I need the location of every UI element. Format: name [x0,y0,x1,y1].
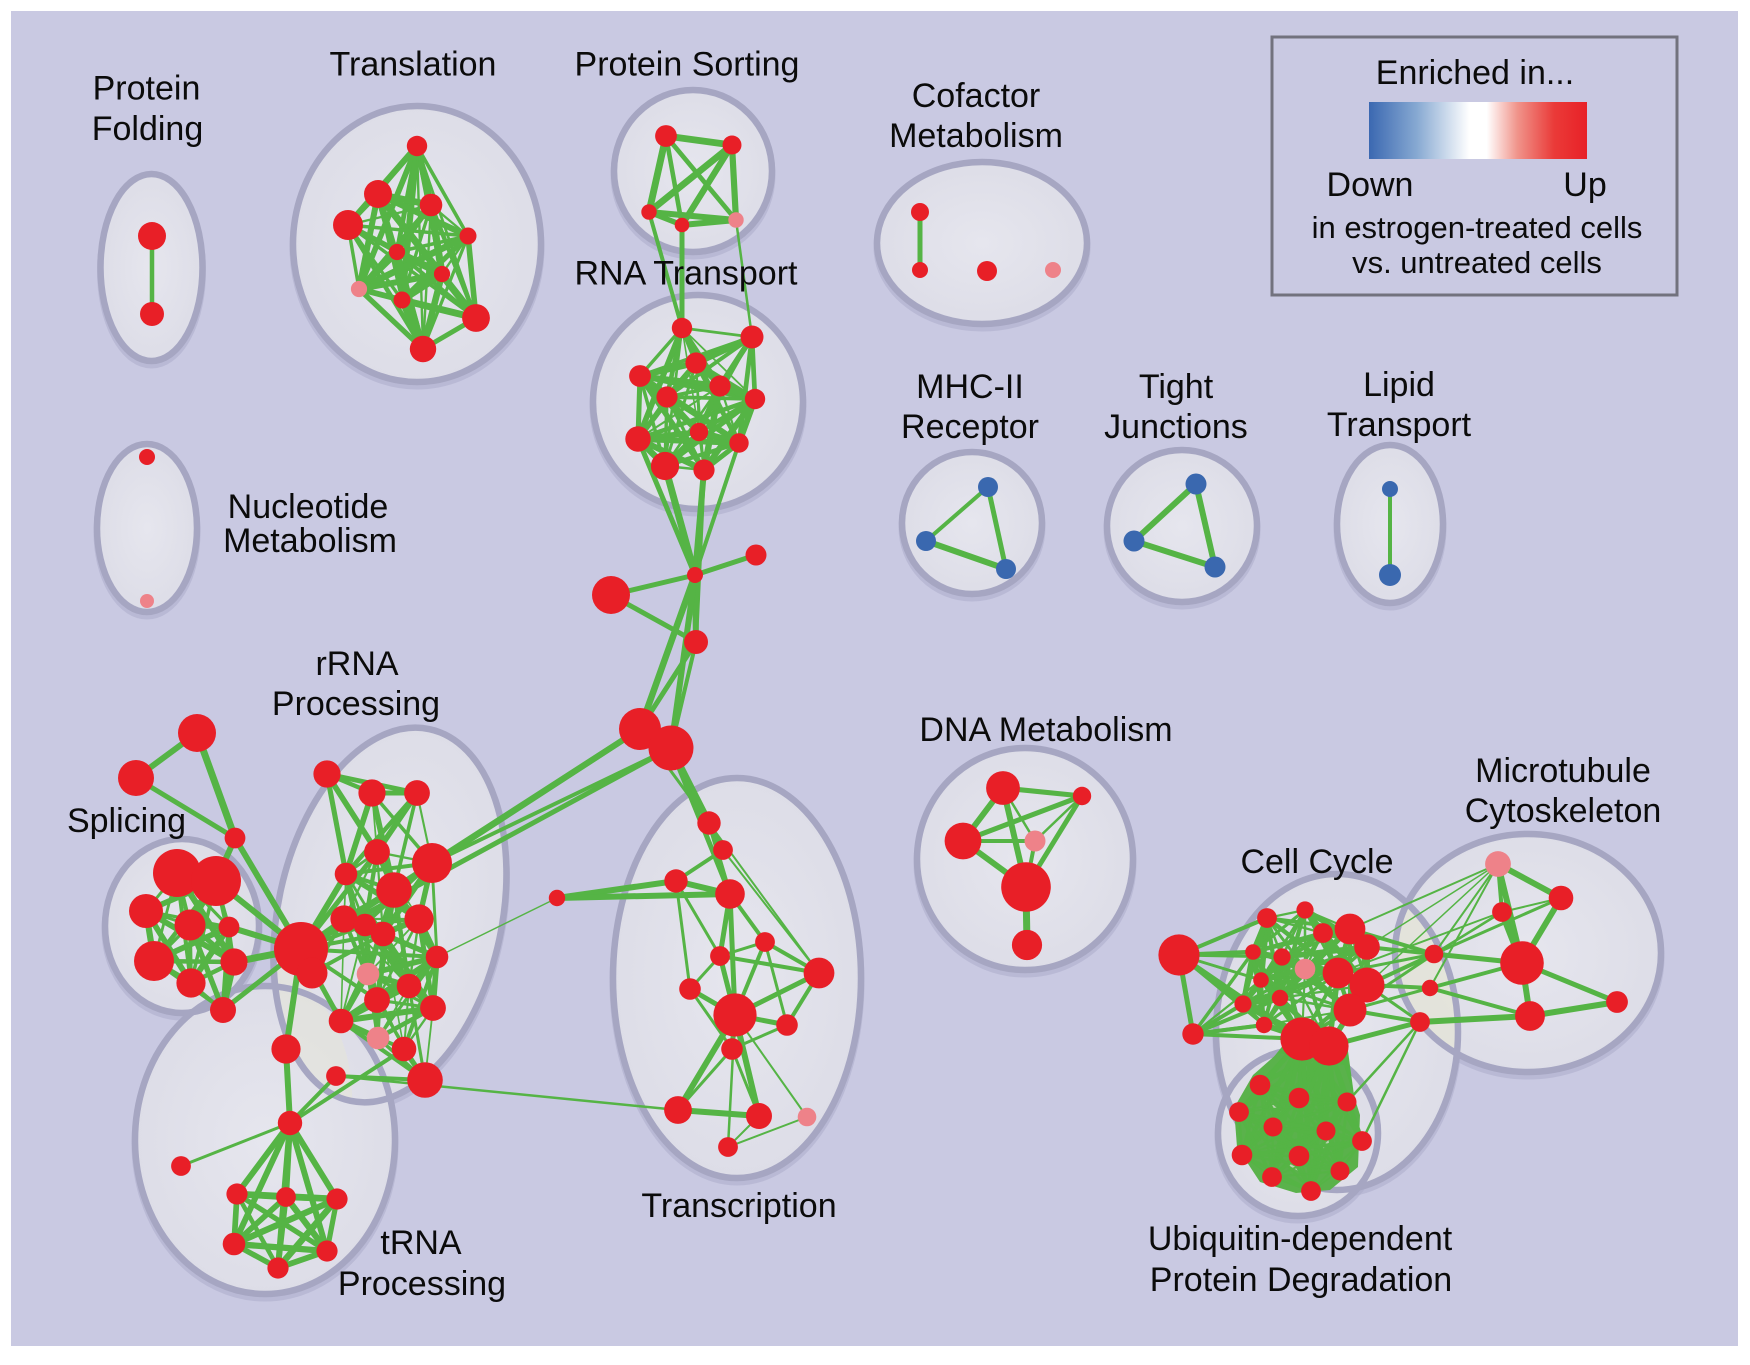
svg-text:Processing: Processing [272,685,440,723]
svg-text:Junctions: Junctions [1104,408,1248,446]
svg-text:Cofactor: Cofactor [912,77,1041,115]
svg-text:Cytoskeleton: Cytoskeleton [1465,792,1662,830]
svg-text:Folding: Folding [92,110,204,148]
svg-text:Down: Down [1327,166,1414,204]
svg-text:DNA Metabolism: DNA Metabolism [919,711,1172,749]
svg-text:RNA Transport: RNA Transport [575,255,799,293]
svg-text:tRNA: tRNA [380,1224,462,1262]
svg-text:Protein: Protein [93,70,201,108]
svg-text:Translation: Translation [330,46,497,84]
svg-text:Enriched in...: Enriched in... [1376,54,1574,92]
svg-text:Metabolism: Metabolism [889,117,1063,155]
svg-text:Receptor: Receptor [901,408,1039,446]
svg-text:Ubiquitin-dependent: Ubiquitin-dependent [1148,1220,1453,1258]
svg-text:in estrogen-treated cells: in estrogen-treated cells [1312,210,1643,245]
svg-text:Metabolism: Metabolism [223,522,397,560]
svg-text:MHC-II: MHC-II [916,368,1024,406]
svg-text:Transport: Transport [1327,406,1472,444]
svg-text:Protein Degradation: Protein Degradation [1150,1261,1452,1299]
svg-text:Lipid: Lipid [1363,366,1435,404]
svg-text:Nucleotide: Nucleotide [228,488,389,526]
svg-text:Cell Cycle: Cell Cycle [1240,843,1393,881]
svg-text:Up: Up [1563,166,1606,204]
svg-text:Microtubule: Microtubule [1475,752,1651,790]
svg-text:vs. untreated cells: vs. untreated cells [1352,245,1602,280]
svg-text:Processing: Processing [338,1265,506,1303]
svg-text:rRNA: rRNA [315,645,398,683]
svg-text:Tight: Tight [1139,368,1214,406]
svg-text:Protein Sorting: Protein Sorting [575,46,800,84]
svg-text:Transcription: Transcription [641,1187,836,1225]
svg-text:Splicing: Splicing [67,802,186,840]
